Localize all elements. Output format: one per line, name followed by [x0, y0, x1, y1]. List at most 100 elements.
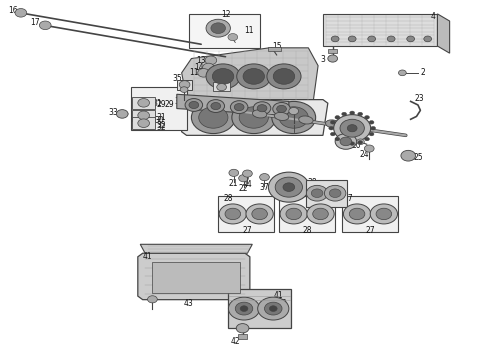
Text: 34: 34	[217, 77, 227, 86]
Circle shape	[243, 170, 252, 177]
Circle shape	[334, 114, 371, 142]
Text: 41: 41	[273, 291, 283, 300]
Circle shape	[230, 101, 248, 113]
Circle shape	[348, 36, 356, 42]
Circle shape	[185, 99, 202, 111]
Text: 21: 21	[229, 179, 239, 188]
Circle shape	[225, 208, 241, 220]
Circle shape	[236, 324, 249, 333]
Circle shape	[228, 297, 260, 320]
Text: 15: 15	[272, 41, 281, 50]
Circle shape	[286, 208, 301, 220]
Circle shape	[189, 102, 199, 109]
Circle shape	[206, 19, 230, 37]
Circle shape	[270, 306, 277, 311]
Text: 29: 29	[156, 100, 166, 109]
Text: 43: 43	[184, 299, 194, 308]
Circle shape	[342, 112, 346, 116]
Text: 27: 27	[242, 226, 252, 235]
Circle shape	[280, 204, 307, 224]
Circle shape	[234, 104, 244, 111]
Circle shape	[283, 183, 294, 192]
Ellipse shape	[299, 116, 313, 124]
Circle shape	[358, 141, 363, 144]
Bar	[279, 196, 335, 232]
Circle shape	[179, 81, 190, 89]
Circle shape	[192, 102, 235, 134]
Circle shape	[253, 102, 271, 114]
Circle shape	[371, 126, 375, 130]
Circle shape	[260, 174, 270, 181]
Polygon shape	[182, 100, 328, 135]
Bar	[269, 47, 281, 51]
Circle shape	[237, 64, 271, 89]
Polygon shape	[140, 244, 252, 253]
Circle shape	[240, 306, 248, 311]
Circle shape	[307, 204, 334, 224]
Text: 7: 7	[296, 123, 301, 132]
Text: 39: 39	[291, 184, 301, 193]
Circle shape	[329, 189, 341, 198]
Polygon shape	[138, 253, 250, 300]
Polygon shape	[152, 262, 240, 293]
Circle shape	[369, 132, 374, 136]
Text: 41: 41	[143, 252, 152, 261]
Circle shape	[340, 119, 365, 137]
Circle shape	[229, 169, 239, 176]
Ellipse shape	[325, 120, 340, 128]
Circle shape	[279, 107, 308, 128]
Bar	[228, 289, 291, 328]
Circle shape	[15, 9, 27, 17]
Circle shape	[357, 139, 365, 145]
Circle shape	[340, 137, 352, 146]
Text: 11: 11	[244, 26, 253, 35]
Circle shape	[205, 56, 217, 64]
Bar	[218, 196, 274, 232]
Circle shape	[198, 68, 209, 77]
Text: 31: 31	[156, 113, 166, 122]
Circle shape	[147, 296, 157, 303]
Circle shape	[258, 297, 289, 320]
Circle shape	[211, 103, 220, 110]
Circle shape	[358, 112, 363, 116]
Circle shape	[267, 64, 301, 89]
Bar	[130, 87, 187, 130]
Text: 30: 30	[155, 116, 165, 125]
Circle shape	[335, 116, 340, 119]
Circle shape	[349, 208, 365, 220]
Circle shape	[306, 185, 328, 201]
Circle shape	[138, 111, 149, 120]
Text: 25: 25	[413, 153, 423, 162]
Circle shape	[365, 137, 369, 141]
Circle shape	[365, 145, 374, 152]
Text: 28: 28	[302, 226, 312, 235]
Text: 32: 32	[156, 121, 166, 130]
Circle shape	[199, 107, 228, 128]
Circle shape	[239, 107, 269, 128]
Polygon shape	[438, 14, 450, 53]
Text: 22: 22	[239, 184, 248, 193]
Text: 27: 27	[281, 194, 290, 203]
Circle shape	[228, 33, 238, 41]
Text: 19: 19	[339, 140, 349, 149]
Text: 13: 13	[196, 56, 206, 65]
Circle shape	[330, 132, 335, 136]
Bar	[177, 80, 193, 90]
Circle shape	[212, 68, 234, 84]
Circle shape	[342, 141, 346, 144]
Circle shape	[370, 204, 397, 224]
Text: 38: 38	[307, 178, 317, 187]
Circle shape	[243, 68, 265, 84]
Circle shape	[275, 177, 302, 197]
Circle shape	[424, 36, 432, 42]
Text: 11: 11	[189, 68, 198, 77]
Text: 18: 18	[247, 104, 257, 113]
Circle shape	[273, 103, 290, 115]
Bar	[189, 14, 260, 48]
Bar	[132, 117, 155, 129]
Text: 35: 35	[173, 75, 183, 84]
Circle shape	[335, 134, 357, 149]
Bar	[238, 334, 247, 339]
Circle shape	[207, 100, 224, 112]
Circle shape	[369, 121, 374, 124]
